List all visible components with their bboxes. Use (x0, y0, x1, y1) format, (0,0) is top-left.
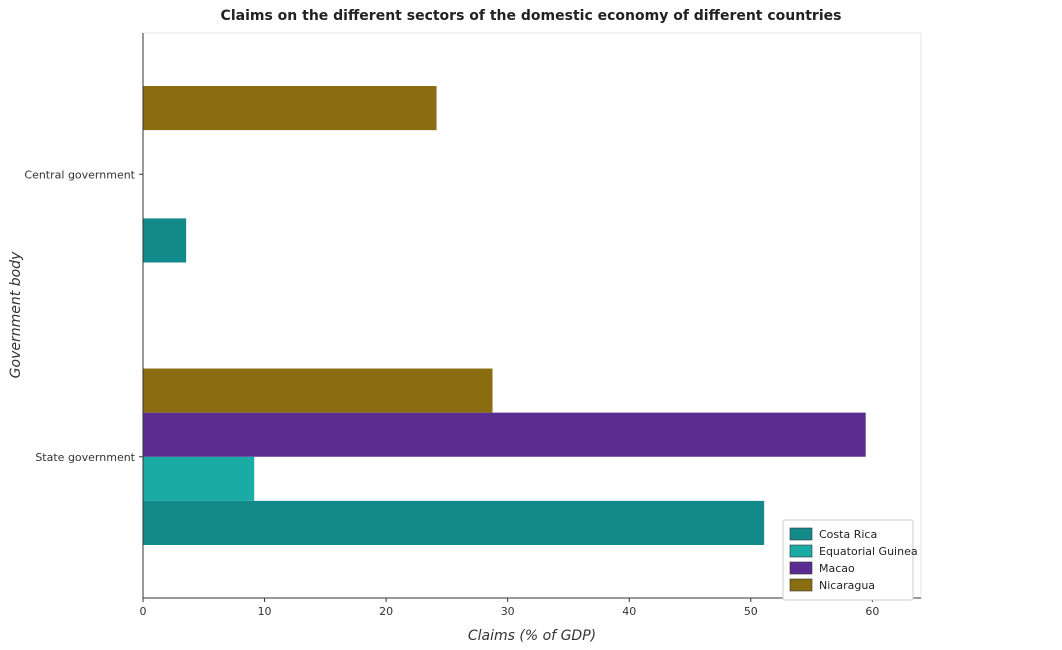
x-axis-title: Claims (% of GDP) (468, 628, 596, 644)
y-axis-title: Government body (8, 251, 24, 378)
bar-macao-state-government (143, 412, 866, 457)
axes-group: Central government State government 0 10 20 3… (24, 33, 921, 618)
legend-box (782, 519, 914, 601)
bar-costa-rica-state-government (143, 500, 765, 545)
x-tick-label: 30 (501, 605, 515, 618)
bar-nicaragua-state-government (143, 368, 493, 413)
legend: Costa Rica Equatorial Guinea Macao Nicaragu… (782, 519, 918, 601)
legend-swatch (789, 578, 813, 592)
bar-equatorial-guinea-state-government (143, 456, 255, 501)
legend-swatch (789, 527, 813, 541)
bar-nicaragua-central-government (143, 86, 437, 131)
chart-title: Claims on the different sectors of the d… (220, 8, 842, 24)
x-tick-label: 10 (258, 605, 272, 618)
x-tick-label: 50 (744, 605, 758, 618)
y-tick-label: Central government (24, 168, 135, 181)
x-tick-label: 40 (622, 605, 636, 618)
x-tick-label: 60 (865, 605, 879, 618)
bar-costa-rica-central-government (143, 218, 187, 263)
y-tick-label: State government (35, 451, 135, 464)
legend-swatch (789, 544, 813, 558)
x-tick-label: 20 (379, 605, 393, 618)
x-tick-label: 0 (140, 605, 147, 618)
legend-label: Nicaragua (819, 579, 875, 592)
legend-label: Costa Rica (819, 528, 877, 541)
legend-label: Equatorial Guinea (819, 545, 918, 558)
legend-label: Macao (819, 562, 855, 575)
legend-swatch (789, 561, 813, 575)
bars-group (143, 86, 866, 545)
